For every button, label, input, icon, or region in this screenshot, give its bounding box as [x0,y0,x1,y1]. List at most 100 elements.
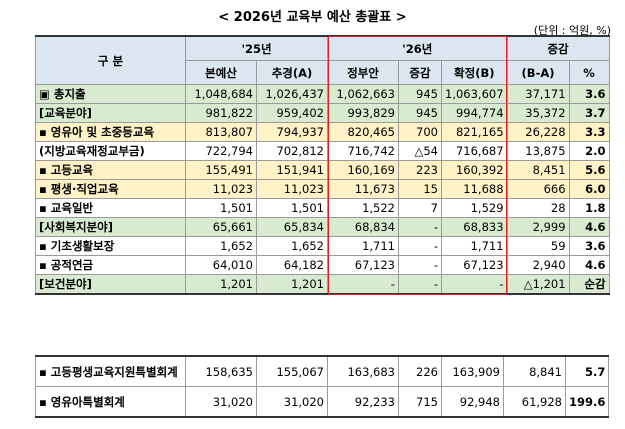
table-row: ▣ 총지출 1,048,684 1,026,437 1,062,663 945 1,063… [35,84,610,104]
header-column: 확정(B) [441,60,508,85]
cell: - [398,236,442,256]
cell: 65,661 [185,217,257,237]
cell: 3.6 [568,84,610,104]
table-row: [보건분야] 1,201 1,201- - - △1,201 순감 [35,274,610,295]
cell: 2,940 [506,255,570,275]
cell: 2.0 [568,141,610,161]
cell: 715 [398,386,442,418]
cell: 4.6 [568,255,610,275]
cell: 5.6 [568,160,610,180]
cell: 35,372 [506,103,570,123]
cell: 1,529 [441,198,508,218]
cell: △1,201 [506,274,570,295]
cell: - [398,274,442,295]
cell: 순감 [568,274,610,295]
unit: (단위 : 억원, %) [533,24,611,37]
cell: 6.0 [568,179,610,199]
row-label: ▪ 영유아특별회계 [35,386,186,418]
cell: 64,182 [256,255,328,275]
cell: 151,941 [256,160,328,180]
header-column: 증감 [398,60,442,85]
cell: 64,010 [185,255,257,275]
table-row: [교육분야] 981,822 959,402 993,829 945 994,774 35,… [35,103,610,123]
cell: 3.7 [568,103,610,123]
cell: 11,023 [185,179,257,199]
row-label: ▪ 고등평생교육지원특별회계 [35,355,186,387]
cell: 2,999 [506,217,570,237]
header-change: 증감 [506,35,610,61]
cell: - [398,255,442,275]
cell: 163,683 [327,355,399,387]
table-row: ▪ 영유아 및 초중등교육 813,807 794,937 820,465 700 821… [35,122,610,142]
header-column: % [568,60,610,85]
cell: 199.6 [564,386,610,418]
cell: 4.6 [568,217,610,237]
cell: 92,233 [327,386,399,418]
cell: 31,020 [256,386,328,418]
cell: 8,451 [506,160,570,180]
cell: 1,048,684 [185,84,257,104]
cell: 981,822 [185,103,257,123]
cell: 7 [398,198,442,218]
cell: 1,711 [327,236,399,256]
cell: 1,652 [256,236,328,256]
header-year: '25년 [185,35,328,61]
table-row: ▪ 평생·직업교육 11,023 11,023 11,673 15 11,688 666 6.… [35,179,610,199]
row-label: ▪ 교육일반 [35,198,186,218]
header-column: 정부안 [327,60,399,85]
cell: 61,928 [503,386,566,418]
header-column: 본예산 [185,60,257,85]
cell: 993,829 [327,103,399,123]
cell: 65,834 [256,217,328,237]
cell: 160,169 [327,160,399,180]
cell: 702,812 [256,141,328,161]
cell: 92,948 [441,386,504,418]
cell: 994,774 [441,103,508,123]
cell: 1,026,437 [256,84,328,104]
cell: 3.3 [568,122,610,142]
row-label: (지방교육재정교부금) [35,141,186,161]
cell: 13,875 [506,141,570,161]
cell: 959,402 [256,103,328,123]
cell: 158,635 [185,355,257,387]
cell: 1,201 [256,274,328,295]
row-label: ▪ 영유아 및 초중등교육 [35,122,186,142]
cell: 59 [506,236,570,256]
cell: 5.7 [564,355,610,387]
row-label: [사회복지분야] [35,217,186,237]
cell: 1,063,607 [441,84,508,104]
cell: 1,711 [441,236,508,256]
cell: 3.6 [568,236,610,256]
table-row: ▪ 영유아특별회계 31,020 31,020 92,233 715 92,948 61,9… [35,386,610,418]
cell: 820,465 [327,122,399,142]
cell: 1,062,663 [327,84,399,104]
cell: 700 [398,122,442,142]
cell: △54 [398,141,442,161]
cell: 1,501 [256,198,328,218]
header-year: '26년 [327,35,508,61]
cell: 821,165 [441,122,508,142]
cell: - [441,274,508,295]
cell: 716,742 [327,141,399,161]
cell: 226 [398,355,442,387]
cell: 68,833 [441,217,508,237]
table-row: (지방교육재정교부금) 722,794 702,812 716,742 △54 716,6… [35,141,610,161]
table-row: ▪ 고등교육 155,491 151,941 160,169 223 160,392 8,4… [35,160,610,180]
cell: 945 [398,84,442,104]
cell: 1,201 [185,274,257,295]
cell: 11,023 [256,179,328,199]
header-column: 추경(A) [256,60,328,85]
cell: 794,937 [256,122,328,142]
row-label: ▪ 평생·직업교육 [35,179,186,199]
cell: 26,228 [506,122,570,142]
table-row: ▪ 공적연금 64,010 64,182 67,123-67,123 2,940 4.6 [35,255,610,275]
cell: 15 [398,179,442,199]
row-label: ▣ 총지출 [35,84,186,104]
cell: 8,841 [503,355,566,387]
cell: 31,020 [185,386,257,418]
special-table: ▪ 고등평생교육지원특별회계 158,635 155,067 163,683 226 16… [35,355,610,418]
header-category: 구 분 [35,35,186,85]
table-row: [사회복지분야] 65,661 65,834 68,834-68,833 2,999 4.… [35,217,610,237]
row-label: [교육분야] [35,103,186,123]
